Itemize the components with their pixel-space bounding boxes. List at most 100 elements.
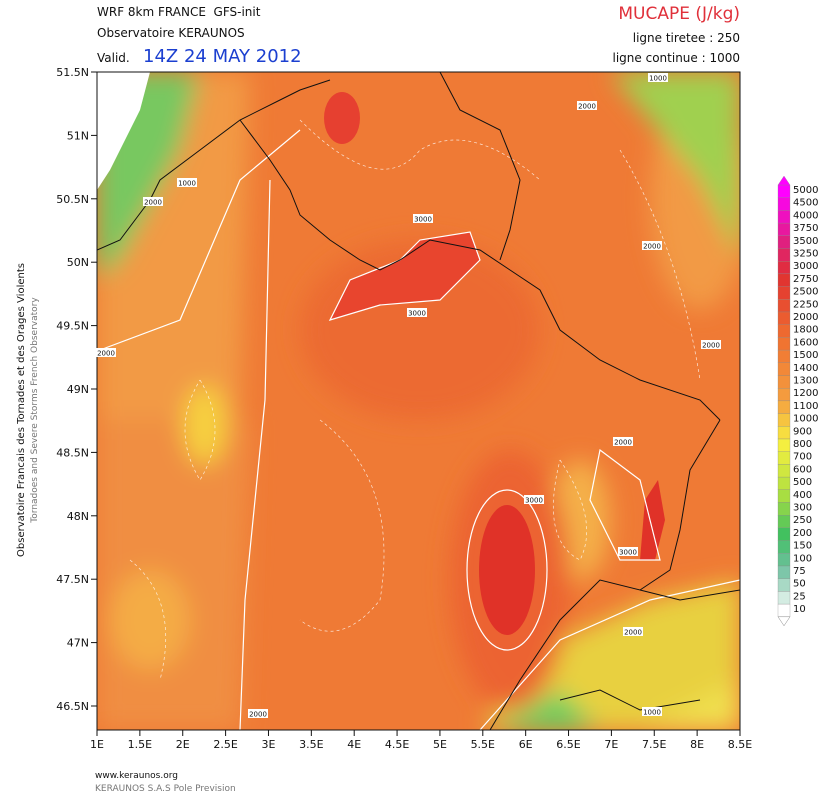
colorbar-label: 1400 bbox=[793, 363, 818, 374]
colorbar-label: 150 bbox=[793, 541, 812, 552]
colorbar-label: 25 bbox=[793, 591, 806, 602]
lat-label: 51N bbox=[67, 129, 89, 142]
contour-label-bg bbox=[248, 709, 268, 718]
lat-label: 49N bbox=[67, 383, 89, 396]
lat-label: 50N bbox=[67, 256, 89, 269]
lon-label: 2E bbox=[176, 738, 190, 751]
lon-label: 7E bbox=[604, 738, 618, 751]
lon-label: 4E bbox=[347, 738, 361, 751]
lon-label: 8E bbox=[690, 738, 704, 751]
contour-label-bg bbox=[96, 348, 116, 357]
contour-label: 2000 bbox=[249, 711, 267, 719]
lat-label: 47N bbox=[67, 637, 89, 650]
footer-company: KERAUNOS S.A.S Pole Prevision bbox=[95, 784, 236, 794]
contour-label-bg bbox=[701, 340, 721, 349]
colorbar-label: 2000 bbox=[793, 312, 818, 323]
contour-label-bg bbox=[407, 308, 427, 317]
map-frame bbox=[96, 71, 741, 731]
colorbar-swatch bbox=[777, 261, 791, 275]
contour-label-bg bbox=[524, 495, 544, 504]
contour-label-bg bbox=[642, 241, 662, 250]
colorbar-label: 700 bbox=[793, 452, 812, 463]
colorbar-swatch bbox=[777, 235, 791, 249]
colorbar-label: 3750 bbox=[793, 223, 818, 234]
lon-label: 5.5E bbox=[471, 738, 495, 751]
colorbar-swatch bbox=[777, 362, 791, 376]
colorbar-swatch bbox=[777, 388, 791, 402]
colorbar-label: 2500 bbox=[793, 287, 818, 298]
lon-label: 3.5E bbox=[299, 738, 323, 751]
colorbar-swatch bbox=[777, 438, 791, 452]
colorbar-swatch bbox=[777, 375, 791, 389]
colorbar-label: 1600 bbox=[793, 337, 818, 348]
colorbar-label: 3500 bbox=[793, 236, 818, 247]
colorbar-bottom-arrow bbox=[777, 616, 791, 627]
colorbar-swatch bbox=[777, 337, 791, 351]
contour-label: 3000 bbox=[414, 216, 432, 224]
colorbar-label: 400 bbox=[793, 490, 812, 501]
contour-label-bg bbox=[413, 214, 433, 223]
colorbar-label: 1500 bbox=[793, 350, 818, 361]
lon-label: 5E bbox=[433, 738, 447, 751]
contour-label: 2000 bbox=[144, 199, 162, 207]
colorbar-swatch bbox=[777, 273, 791, 287]
map-field bbox=[97, 72, 740, 730]
colorbar-swatch bbox=[777, 222, 791, 236]
colorbar-label: 50 bbox=[793, 579, 806, 590]
colorbar-label: 2250 bbox=[793, 299, 818, 310]
valid-time: 14Z 24 MAY 2012 bbox=[143, 46, 302, 67]
axis-ticks: 51.5N 51N 50.5N 50N 49.5N 49N 48.5N 48N 47.5N 47N… bbox=[56, 66, 752, 751]
colorbar-swatch bbox=[777, 464, 791, 478]
colorbar-label: 4500 bbox=[793, 198, 818, 209]
contour-label-bg bbox=[618, 547, 638, 556]
side-title-en: Tornadoes and Severe Storms French Obser… bbox=[30, 297, 40, 524]
colorbar-swatch bbox=[777, 578, 791, 592]
colorbar-label: 100 bbox=[793, 553, 812, 564]
colorbar-label: 10 bbox=[793, 604, 806, 615]
lat-label: 48N bbox=[67, 510, 89, 523]
lon-label: 7.5E bbox=[642, 738, 666, 751]
colorbar-swatch bbox=[777, 248, 791, 262]
contour-label-bg bbox=[642, 707, 662, 716]
colorbar-swatch bbox=[777, 527, 791, 541]
side-title-fr: Observatoire Francais des Tornades et de… bbox=[16, 263, 27, 557]
colorbar-swatch bbox=[777, 476, 791, 490]
field-title: MUCAPE (J/kg) bbox=[618, 4, 740, 24]
model-title: WRF 8km FRANCE GFS-init bbox=[97, 5, 261, 19]
colorbar-swatch bbox=[777, 603, 791, 617]
footer-site: www.keraunos.org bbox=[95, 771, 178, 781]
colorbar-swatch bbox=[777, 591, 791, 605]
colorbar-label: 1300 bbox=[793, 376, 818, 387]
lat-label: 48.5N bbox=[56, 446, 89, 459]
contour-label: 1000 bbox=[178, 180, 196, 188]
colorbar-swatch bbox=[777, 540, 791, 554]
lon-label: 6E bbox=[519, 738, 533, 751]
colorbar-swatch bbox=[777, 489, 791, 503]
contour-label: 2000 bbox=[97, 350, 115, 358]
colorbar-label: 3250 bbox=[793, 249, 818, 260]
contour-label: 1000 bbox=[643, 709, 661, 717]
lon-label: 3E bbox=[261, 738, 275, 751]
contour-label-bg bbox=[143, 197, 163, 206]
lon-label: 1.5E bbox=[128, 738, 152, 751]
colorbar-swatch bbox=[777, 502, 791, 516]
colorbar-label: 1200 bbox=[793, 388, 818, 399]
contour-label: 3000 bbox=[525, 497, 543, 505]
colorbar-swatch bbox=[777, 400, 791, 414]
colorbar-label: 1800 bbox=[793, 325, 818, 336]
colorbar-swatch bbox=[777, 426, 791, 440]
colorbar-label: 600 bbox=[793, 464, 812, 475]
colorbar-label: 500 bbox=[793, 477, 812, 488]
colorbar-swatch bbox=[777, 184, 791, 198]
colorbar-label: 2750 bbox=[793, 274, 818, 285]
colorbar-swatch bbox=[777, 286, 791, 300]
colorbar-label: 5000 bbox=[793, 185, 818, 196]
contour-label: 2000 bbox=[702, 342, 720, 350]
lat-label: 51.5N bbox=[56, 66, 89, 79]
contour-labels: 1000 2000 1000 2000 3000 3000 2000 2000 2000 2000… bbox=[96, 73, 721, 719]
colorbar-swatch bbox=[777, 349, 791, 363]
contour-label: 2000 bbox=[614, 439, 632, 447]
contour-label-bg bbox=[613, 437, 633, 446]
colorbar-swatch bbox=[777, 311, 791, 325]
